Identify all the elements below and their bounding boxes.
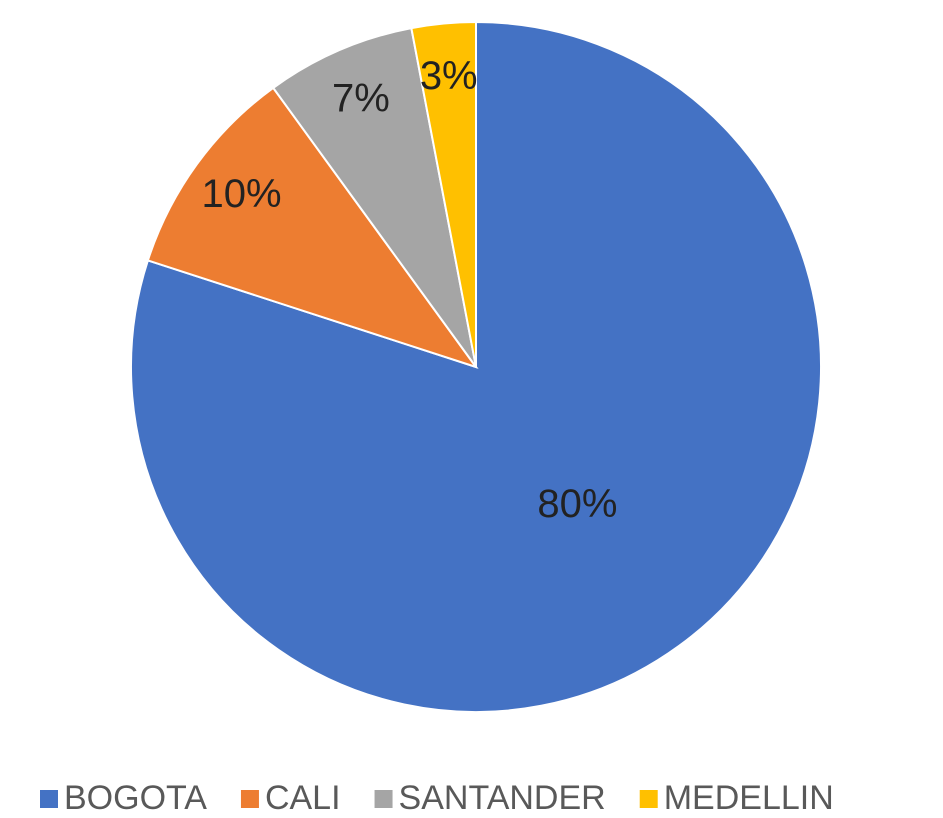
- data-label: 80%: [537, 482, 617, 526]
- legend-swatch: [374, 790, 393, 808]
- legend-label: CALI: [265, 779, 341, 817]
- data-label: 3%: [420, 54, 478, 98]
- pie-slice: [146, 86, 479, 369]
- legend-swatch: [240, 790, 259, 808]
- legend-swatch: [639, 790, 658, 808]
- legend-swatch: [40, 790, 58, 808]
- legend-label: MEDELLIN: [664, 779, 834, 817]
- legend-label: BOGOTA: [64, 779, 207, 817]
- data-label: 10%: [202, 172, 282, 216]
- pie-slice: [271, 26, 477, 368]
- pie-slice: [130, 20, 822, 713]
- pie-slice: [410, 20, 477, 368]
- legend-label: SANTANDER: [399, 779, 606, 817]
- data-label: 7%: [332, 77, 390, 121]
